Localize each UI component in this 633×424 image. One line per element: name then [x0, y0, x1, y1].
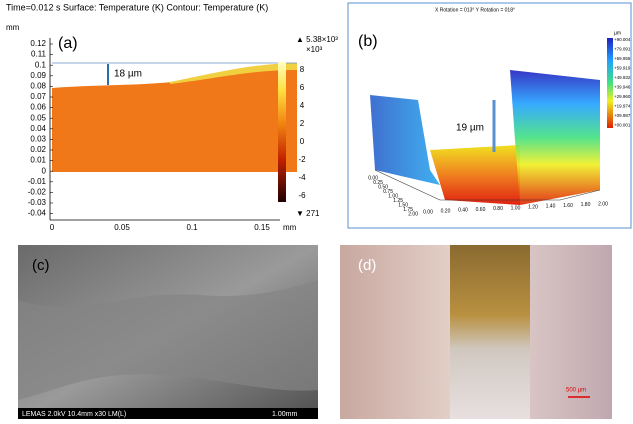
panel-d: (d) 500 µm	[340, 245, 612, 419]
x-tick-label: 1.80	[581, 202, 591, 208]
y-tick-label: 0.06	[30, 103, 46, 112]
x-tick-label: 0.40	[458, 208, 468, 214]
y-tick-label: 0.02	[30, 145, 46, 154]
x-tick-label: 0.80	[493, 206, 503, 212]
colorbar-max: ▲ 5.38×10³	[296, 35, 338, 44]
y-tick-label: 0.1	[35, 60, 47, 69]
panel-a: Time=0.012 s Surface: Temperature (K) Co…	[6, 2, 338, 232]
colorbar-min: ▼ 271	[296, 209, 320, 218]
x-tick-label: 0.00	[423, 209, 433, 215]
y-tick-label: 0.12	[30, 39, 46, 48]
colorbar	[607, 38, 613, 128]
panel-label: (c)	[32, 257, 50, 274]
y-tick-label: 0.01	[30, 156, 46, 165]
scale: 1.00mm	[272, 411, 297, 418]
melt-domain	[52, 63, 297, 172]
colorbar-tick: +69.955	[614, 56, 631, 61]
colorbar-tick: +29.960	[614, 94, 631, 99]
colorbar-tick: +79.091	[614, 47, 631, 52]
y-tick-label: 0.09	[30, 71, 46, 80]
y-tick-label: 0.07	[30, 92, 46, 101]
panel-label: (b)	[358, 33, 378, 50]
x-tick-label: 0.60	[476, 207, 486, 213]
y-tick-label: -0.03	[28, 198, 47, 207]
depth-label: 19 µm	[456, 123, 484, 134]
y-tick-label: -0.01	[28, 177, 47, 186]
depth-label: 18 µm	[114, 69, 142, 80]
colorbar-tick: 6	[300, 83, 305, 92]
x-tick-label: 0	[50, 223, 55, 232]
colorbar-tick: -6	[298, 191, 306, 200]
rotation: X Rotation = 013° Y Rotation = 018°	[435, 7, 515, 13]
colorbar-tick: 2	[300, 119, 305, 128]
panel-label: (a)	[58, 35, 78, 52]
colorbar-tick: -4	[298, 173, 306, 182]
colorbar-multiplier: ×10³	[306, 45, 323, 54]
x-tick-label: 0.05	[114, 223, 130, 232]
info: LEMAS 2.0kV 10.4mm x30 LM(L)	[22, 411, 126, 418]
surface-right	[510, 70, 600, 205]
colorbar-tick: +39.946	[614, 85, 631, 90]
colorbar-tick: +19.974	[614, 104, 631, 109]
colorbar-tick: +59.919	[614, 66, 631, 71]
y-tick-label: 0.05	[30, 113, 46, 122]
x-tick-label: 1.20	[528, 205, 538, 211]
y-tick-label: 2.00	[408, 211, 418, 217]
scale: 500 µm	[566, 388, 586, 394]
x-tick-label: 1.00	[511, 205, 521, 211]
x-unit: mm	[283, 223, 297, 232]
colorbar-unit: µm	[614, 30, 621, 36]
y-tick-label: 0	[42, 166, 47, 175]
x-tick-label: 0.1	[186, 223, 198, 232]
panel-label: (d)	[358, 257, 376, 274]
colorbar-tick: -2	[298, 155, 306, 164]
track	[450, 245, 530, 419]
colorbar-tick: +00.001	[614, 123, 631, 128]
x-tick-label: 1.40	[546, 204, 556, 210]
x-tick-label: 0.15	[254, 223, 270, 232]
x-tick-label: 1.60	[563, 203, 573, 209]
y-tick-label: 0.11	[31, 50, 47, 59]
figure: Time=0.012 s Surface: Temperature (K) Co…	[0, 0, 633, 419]
colorbar	[278, 62, 286, 202]
y-tick-label: -0.04	[28, 209, 47, 218]
colorbar-tick: 8	[300, 65, 305, 74]
colorbar-tick: 0	[300, 137, 305, 146]
x-tick-label: 2.00	[598, 201, 608, 207]
colorbar-tick: 4	[300, 101, 305, 110]
colorbar-tick: +09.987	[614, 113, 631, 118]
colorbar-tick: +49.932	[614, 75, 631, 80]
y-tick-label: 0.04	[30, 124, 46, 133]
x-tick-label: 0.20	[441, 209, 451, 215]
y-tick-label: 0.03	[30, 135, 46, 144]
header: Time=0.012 s Surface: Temperature (K) Co…	[6, 2, 268, 12]
y-tick-label: 0.08	[30, 82, 46, 91]
colorbar-tick: +90.004	[614, 37, 631, 42]
y-unit: mm	[6, 23, 20, 32]
panel-c: (c) LEMAS 2.0kV 10.4mm x30 LM(L) 1.00mm	[18, 245, 318, 419]
y-tick-label: -0.02	[28, 188, 47, 197]
